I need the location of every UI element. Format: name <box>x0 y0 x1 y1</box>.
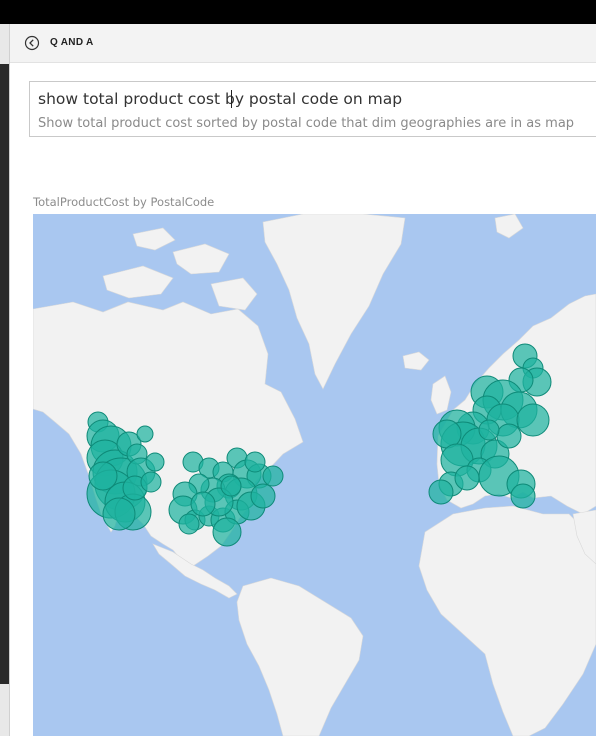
map-bubble[interactable] <box>510 483 536 509</box>
left-pane <box>0 24 10 736</box>
map-bubble[interactable] <box>428 479 454 505</box>
greenland-land <box>262 214 406 390</box>
qa-suggestion[interactable]: Show total product cost sorted by postal… <box>38 116 575 131</box>
qa-question-input[interactable] <box>38 88 596 110</box>
arctic-island <box>172 243 230 275</box>
map-bubble[interactable] <box>140 471 162 493</box>
map-bubble[interactable] <box>88 461 118 491</box>
south-america-land <box>236 577 364 736</box>
arctic-island <box>132 227 176 251</box>
back-arrow-icon[interactable] <box>24 35 40 51</box>
visual-title: TotalProductCost by PostalCode <box>33 195 215 209</box>
map-bubble[interactable] <box>102 497 136 531</box>
map-bubble[interactable] <box>244 451 266 473</box>
map-bubble[interactable] <box>145 452 165 472</box>
map-bubble[interactable] <box>516 403 550 437</box>
map-visual[interactable] <box>33 214 596 736</box>
british-isles-land <box>430 375 452 415</box>
map-bubble[interactable] <box>136 425 154 443</box>
map-bubble[interactable] <box>478 419 500 441</box>
map-bubble[interactable] <box>496 423 522 449</box>
qa-question-box[interactable]: Show total product cost sorted by postal… <box>29 81 596 137</box>
text-caret <box>231 90 232 108</box>
iceland-land <box>402 351 430 371</box>
qa-header: Q AND A <box>10 24 596 63</box>
page-title: Q AND A <box>50 37 94 48</box>
map-bubble[interactable] <box>454 465 480 491</box>
svalbard-land <box>494 214 524 239</box>
map-bubble[interactable] <box>190 491 216 517</box>
arabia-land <box>572 509 596 565</box>
arctic-island <box>102 265 174 299</box>
map-bubble[interactable] <box>262 465 284 487</box>
map-bubble[interactable] <box>220 475 242 497</box>
central-america-land <box>152 543 238 599</box>
africa-land <box>418 505 596 736</box>
arctic-island <box>210 277 258 311</box>
window-top-bar <box>0 0 596 24</box>
map-bubble[interactable] <box>250 483 276 509</box>
map-bubble[interactable] <box>212 517 242 547</box>
left-pane-strip <box>0 64 9 684</box>
map-bubble[interactable] <box>178 513 200 535</box>
